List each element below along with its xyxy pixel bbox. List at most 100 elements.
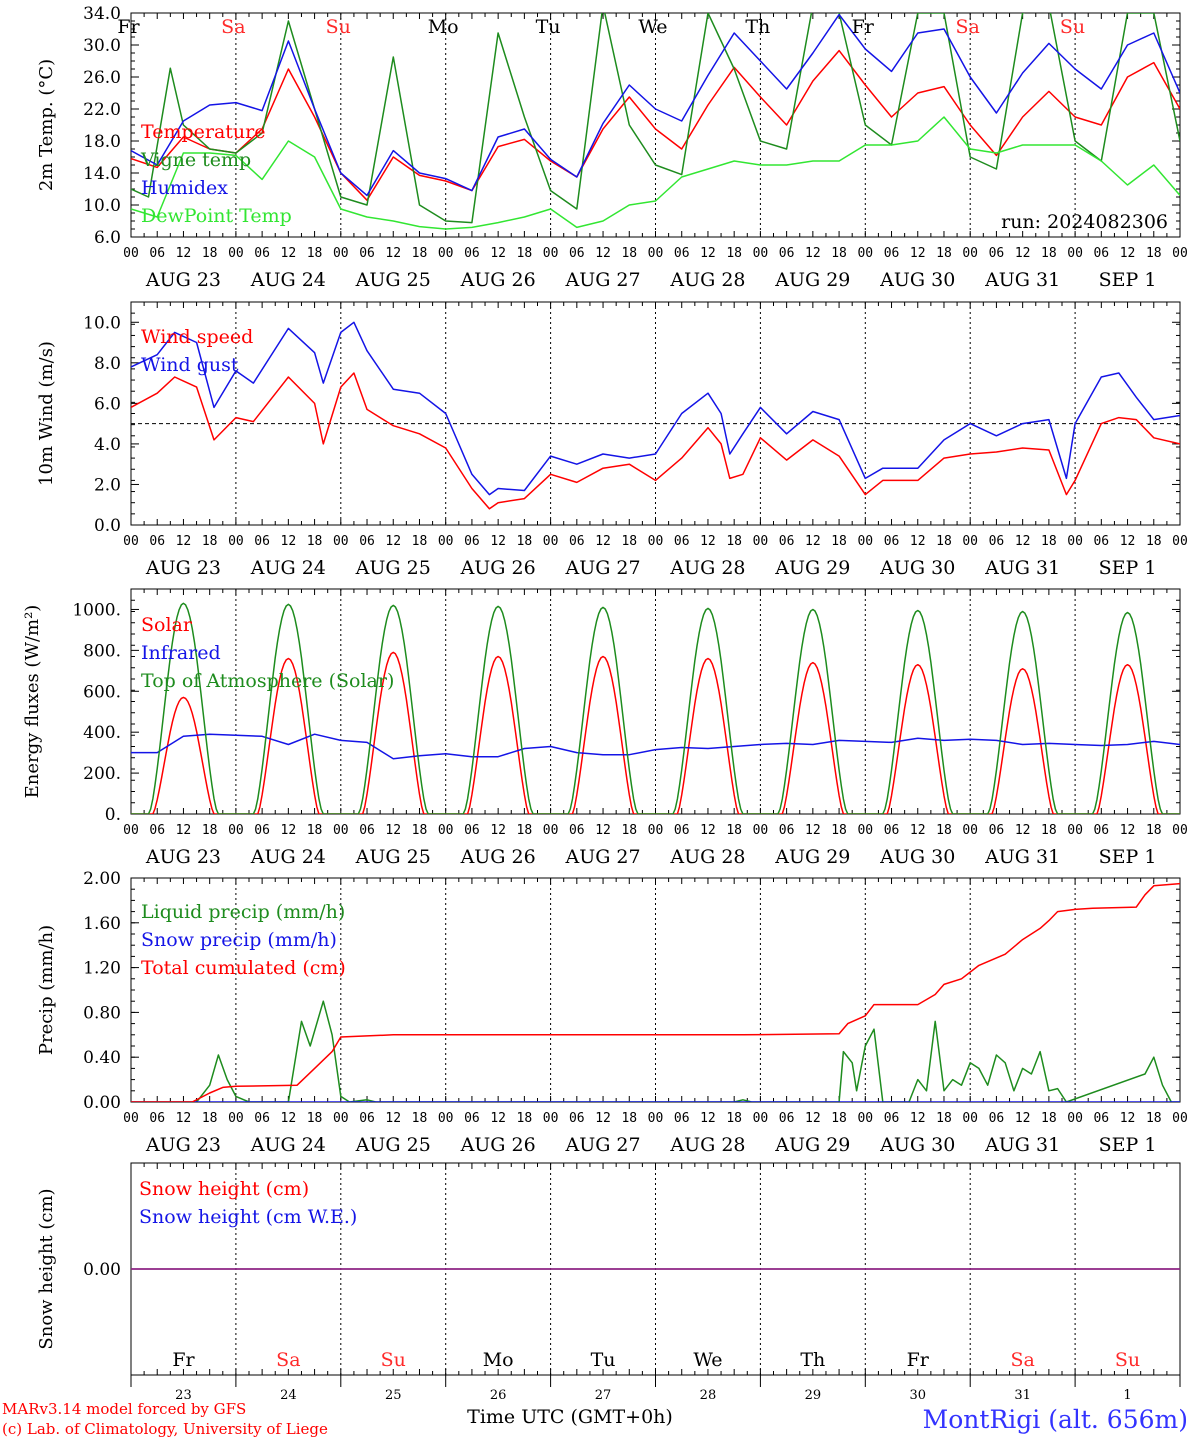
hour-tick-label: 00	[123, 246, 139, 261]
hour-tick-label: 18	[726, 823, 742, 838]
hour-tick-label: 12	[1015, 246, 1031, 261]
hour-tick-label: 12	[805, 1111, 821, 1126]
hour-tick-label: 00	[333, 1111, 349, 1126]
hour-tick-label: 18	[517, 246, 533, 261]
y-tick-label: 400.	[83, 723, 121, 743]
hour-tick-label: 00	[543, 534, 559, 549]
hour-tick-label: 12	[1120, 1111, 1136, 1126]
hour-tick-label: 18	[1146, 534, 1162, 549]
date-label: AUG 30	[879, 557, 955, 579]
y-axis-label: Precip (mm/h)	[36, 925, 57, 1055]
date-label: AUG 24	[250, 269, 326, 291]
hour-tick-label: 00	[857, 246, 873, 261]
weekday-label: Su	[1060, 16, 1085, 38]
date-label: AUG 31	[984, 846, 1060, 868]
hour-tick-label: 00	[123, 1111, 139, 1126]
hour-tick-label: 00	[1172, 1111, 1188, 1126]
hour-tick-label: 18	[307, 534, 323, 549]
date-label: AUG 25	[355, 269, 431, 291]
date-label: AUG 24	[250, 846, 326, 868]
date-label: SEP 1	[1099, 269, 1157, 291]
series-group	[131, 602, 1180, 814]
date-label: AUG 25	[355, 557, 431, 579]
hour-tick-label: 12	[281, 1111, 297, 1126]
hour-tick-label: 18	[936, 823, 952, 838]
hour-tick-label: 06	[1093, 1111, 1109, 1126]
hour-tick-label: 06	[674, 1111, 690, 1126]
hour-tick-label: 00	[648, 246, 664, 261]
hour-tick-label: 00	[333, 246, 349, 261]
date-label: AUG 27	[564, 269, 640, 291]
y-tick-label: 10.0	[83, 313, 121, 333]
hour-tick-label: 00	[648, 1111, 664, 1126]
hour-tick-label: 12	[490, 534, 506, 549]
hour-tick-label: 00	[857, 1111, 873, 1126]
hour-tick-label: 00	[333, 823, 349, 838]
hour-tick-label: 18	[621, 246, 637, 261]
date-label: AUG 26	[460, 269, 536, 291]
y-axis-label: 2m Temp. (°C)	[36, 59, 57, 191]
legend-entry: Snow height (cm)	[139, 1178, 309, 1200]
hour-tick-label: 06	[779, 1111, 795, 1126]
hour-tick-label: 06	[254, 246, 270, 261]
date-label: SEP 1	[1099, 557, 1157, 579]
hour-tick-label: 00	[962, 823, 978, 838]
hour-tick-label: 12	[700, 823, 716, 838]
hour-tick-label: 00	[1067, 823, 1083, 838]
y-tick-label: 14.0	[83, 164, 121, 184]
date-label: AUG 24	[250, 557, 326, 579]
hour-tick-label: 12	[385, 823, 401, 838]
hour-tick-label: 00	[543, 246, 559, 261]
series-line-wind-speed	[131, 372, 1180, 510]
hour-tick-label: 06	[989, 246, 1005, 261]
hour-tick-label: 00	[333, 534, 349, 549]
date-label: AUG 25	[355, 846, 431, 868]
hour-tick-label: 18	[726, 1111, 742, 1126]
hour-tick-label: 00	[1067, 534, 1083, 549]
hour-tick-label: 12	[281, 534, 297, 549]
legend-entry: Snow height (cm W.E.)	[139, 1206, 357, 1228]
hour-tick-label: 06	[674, 823, 690, 838]
hour-tick-label: 06	[989, 534, 1005, 549]
date-label: AUG 23	[145, 846, 221, 868]
weekday-label: Tu	[591, 1349, 616, 1371]
hour-tick-label: 06	[779, 823, 795, 838]
y-tick-label: 6.0	[94, 394, 121, 414]
y-axis-label: 10m Wind (m/s)	[36, 341, 57, 486]
y-tick-label: 8.0	[94, 354, 121, 374]
series-group	[131, 13, 1180, 230]
hour-tick-label: 18	[412, 1111, 428, 1126]
panel-5: 0.00 Snow height (cm) Snow height (cm) Snow…	[36, 1162, 1181, 1403]
series-line-solar	[131, 651, 1180, 814]
date-label: AUG 28	[669, 269, 745, 291]
hour-tick-label: 12	[595, 1111, 611, 1126]
hour-tick-label: 00	[648, 534, 664, 549]
y-tick-label: 30.0	[83, 36, 121, 56]
run-label: run: 2024082306	[1001, 211, 1168, 233]
hour-tick-label: 12	[385, 1111, 401, 1126]
hour-tick-label: 12	[1015, 823, 1031, 838]
y-tick-label: 26.0	[83, 68, 121, 88]
date-label: AUG 27	[564, 846, 640, 868]
station-label: MontRigi (alt. 656m)	[923, 1405, 1188, 1434]
date-label: AUG 24	[250, 1134, 326, 1156]
hour-tick-label: 00	[438, 534, 454, 549]
date-label: AUG 28	[669, 846, 745, 868]
hour-tick-label: 06	[149, 1111, 165, 1126]
hour-tick-label: 06	[674, 246, 690, 261]
series-line-temperature	[131, 49, 1180, 201]
hour-tick-label: 00	[1067, 1111, 1083, 1126]
hour-tick-label: 06	[149, 823, 165, 838]
legend-entry: Temperature	[141, 121, 265, 143]
hour-tick-label: 00	[962, 534, 978, 549]
hour-tick-label: 12	[595, 246, 611, 261]
hour-tick-label: 06	[569, 1111, 585, 1126]
time-axis-label: Time UTC (GMT+0h)	[467, 1406, 673, 1428]
series-line-total-cumulated-cm-	[131, 882, 1180, 1102]
weekday-label: Su	[326, 16, 351, 38]
model-credit: MARv3.14 model forced by GFS	[2, 1400, 246, 1418]
hour-tick-label: 12	[700, 246, 716, 261]
weekday-label: Fr	[907, 1349, 930, 1371]
hour-tick-label: 06	[254, 534, 270, 549]
hour-tick-label: 18	[307, 1111, 323, 1126]
